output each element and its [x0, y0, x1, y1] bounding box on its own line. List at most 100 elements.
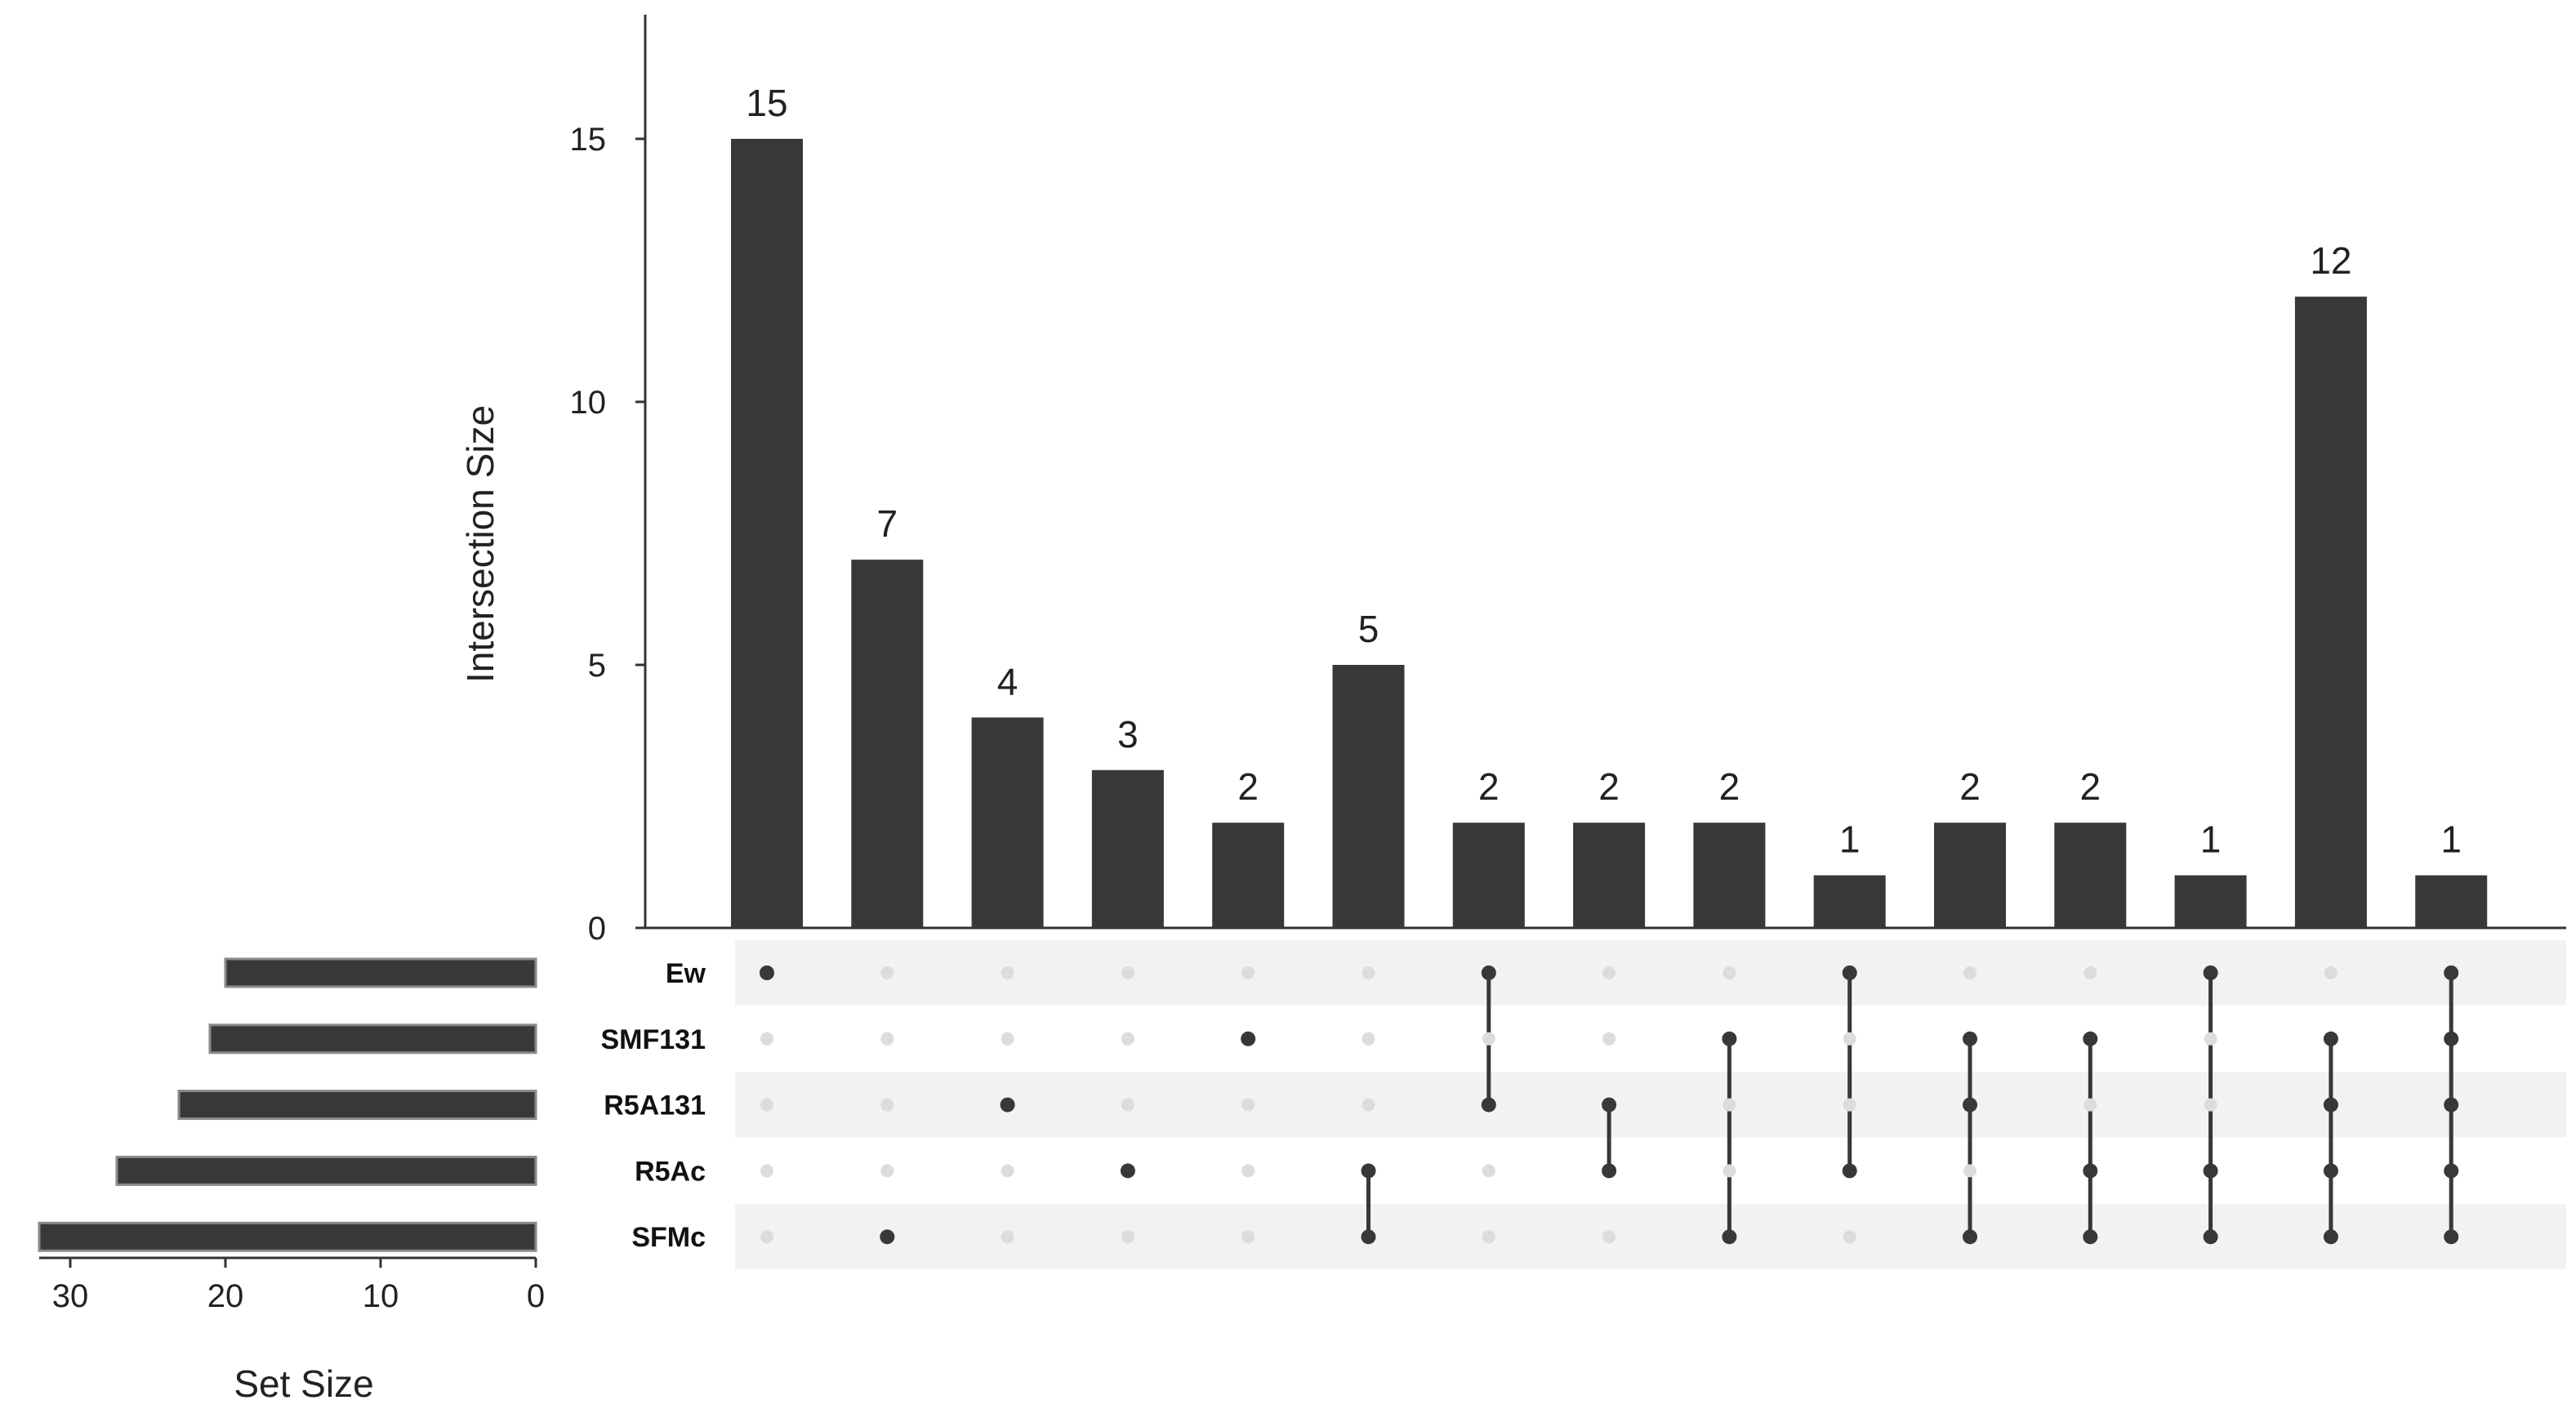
- intersection-y-ticks: 0 5 10 15: [570, 122, 645, 947]
- matrix-dot-active: [2444, 1229, 2459, 1245]
- set-size-tick-label: 30: [52, 1278, 89, 1314]
- set-name-label: R5Ac: [635, 1156, 706, 1187]
- matrix-dot-inactive: [1001, 966, 1014, 979]
- matrix-dot-active: [880, 1229, 895, 1245]
- intersection-bar: [971, 717, 1044, 928]
- intersection-bar: [1934, 823, 2006, 928]
- set-name-labels: Ew SMF131 R5A131 R5Ac SFMc: [601, 958, 706, 1253]
- matrix-dot-inactive: [2204, 1098, 2217, 1112]
- matrix-dot-active: [2444, 1163, 2459, 1179]
- matrix-dot-active: [1361, 1229, 1376, 1245]
- intersection-bar: [1573, 823, 1646, 928]
- bar-value-label: 5: [1358, 608, 1379, 650]
- matrix-dot-inactive: [760, 1098, 773, 1112]
- bar-value-label: 1: [2200, 818, 2222, 861]
- bar-value-label: 15: [746, 82, 787, 124]
- matrix-dot-active: [2083, 1163, 2098, 1179]
- set-size-tick-label: 20: [207, 1278, 244, 1314]
- set-size-bar: [177, 1090, 537, 1121]
- matrix-dot-active: [1120, 1163, 1135, 1179]
- intersection-bar: [1332, 665, 1405, 928]
- matrix-dot-active: [1361, 1163, 1376, 1179]
- set-size-bars: [38, 957, 537, 1252]
- matrix-dot-inactive: [1121, 966, 1134, 979]
- set-size-bar: [224, 957, 537, 988]
- intersection-bars: [731, 139, 2488, 928]
- intersection-bar: [2054, 823, 2127, 928]
- intersection-bar: [1693, 823, 1766, 928]
- matrix-dot-inactive: [880, 1164, 894, 1178]
- matrix-dot-inactive: [1362, 1032, 1375, 1046]
- matrix-dots: [760, 965, 2459, 1245]
- set-size-ticks: 30 20 10 0: [52, 1258, 545, 1314]
- set-size-bar: [115, 1155, 537, 1186]
- matrix-dot-active: [2083, 1031, 2098, 1046]
- intersection-bar: [1452, 823, 1525, 928]
- matrix-stripes: [735, 940, 2566, 1270]
- matrix-dot-active: [2323, 1097, 2338, 1112]
- matrix-dot-inactive: [1602, 1032, 1616, 1046]
- matrix-dot-active: [1963, 1097, 1977, 1112]
- matrix-dot-active: [1963, 1031, 1977, 1046]
- set-size-tick-label: 0: [527, 1278, 545, 1314]
- matrix-dot-active: [1842, 965, 1857, 980]
- matrix-dot-active: [1842, 1163, 1857, 1179]
- matrix-dot-active: [1481, 1097, 1496, 1112]
- matrix-dot-inactive: [1241, 1164, 1255, 1178]
- intersection-bar: [2415, 875, 2488, 928]
- intersection-bar: [2294, 297, 2367, 928]
- matrix-dot-inactive: [1482, 1230, 1495, 1244]
- matrix-dot-active: [2203, 965, 2218, 980]
- matrix-dot-active: [2444, 965, 2459, 980]
- intersection-bar: [1813, 875, 1886, 928]
- matrix-dot-active: [1602, 1097, 1617, 1112]
- matrix-dot-inactive: [880, 966, 894, 979]
- matrix-dot-inactive: [1482, 1164, 1495, 1178]
- bar-value-label: 2: [1237, 765, 1259, 808]
- bar-value-label: 3: [1117, 713, 1139, 756]
- matrix-dot-inactive: [1723, 1164, 1736, 1178]
- matrix-dot-inactive: [1723, 966, 1736, 979]
- matrix-dot-inactive: [2324, 966, 2338, 979]
- matrix-dot-inactive: [1121, 1230, 1134, 1244]
- matrix-dot-active: [1722, 1229, 1737, 1245]
- matrix-dot-inactive: [2204, 1032, 2217, 1046]
- matrix-dot-inactive: [760, 1164, 773, 1178]
- set-name-label: R5A131: [604, 1090, 706, 1121]
- matrix-dot-inactive: [760, 1032, 773, 1046]
- intersection-bar: [1212, 823, 1285, 928]
- matrix-dot-inactive: [1602, 966, 1616, 979]
- matrix-dot-inactive: [1723, 1098, 1736, 1112]
- y-tick-label: 10: [570, 385, 607, 421]
- matrix-dot-active: [2203, 1163, 2218, 1179]
- matrix-dot-active: [1602, 1163, 1617, 1179]
- matrix-dot-inactive: [1843, 1230, 1856, 1244]
- y-tick-label: 5: [588, 648, 606, 684]
- bar-value-label: 12: [2310, 239, 2351, 282]
- matrix-dot-inactive: [2084, 966, 2097, 979]
- matrix-dot-active: [760, 965, 774, 980]
- matrix-dot-active: [2323, 1229, 2338, 1245]
- matrix-dot-inactive: [1963, 966, 1977, 979]
- matrix-dot-active: [1000, 1097, 1015, 1112]
- bar-value-label: 2: [1959, 765, 1981, 808]
- matrix-dot-active: [2203, 1229, 2218, 1245]
- matrix-dot-inactive: [880, 1032, 894, 1046]
- bar-value-label: 2: [1598, 765, 1620, 808]
- matrix-dot-inactive: [1241, 1098, 1255, 1112]
- matrix-row-stripe: [735, 940, 2566, 1005]
- intersection-bar: [731, 139, 803, 928]
- matrix-dot-inactive: [1121, 1032, 1134, 1046]
- matrix-dot-inactive: [1121, 1098, 1134, 1112]
- matrix-connectors: [1366, 973, 2453, 1237]
- bar-value-label: 1: [2440, 818, 2462, 861]
- bar-value-label: 7: [877, 502, 898, 545]
- matrix-dot-inactive: [1362, 966, 1375, 979]
- intersection-bar: [851, 560, 924, 928]
- matrix-dot-inactive: [1362, 1098, 1375, 1112]
- matrix-dot-inactive: [760, 1230, 773, 1244]
- intersection-axis-title: Intersection Size: [459, 405, 501, 683]
- intersection-bar: [2174, 875, 2247, 928]
- set-name-label: SMF131: [601, 1024, 706, 1055]
